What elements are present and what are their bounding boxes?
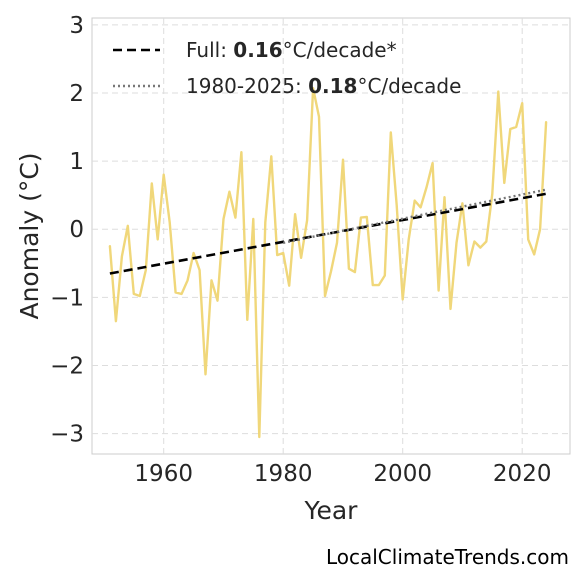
watermark-text: LocalClimateTrends.com [325, 545, 569, 569]
legend-label-1: 1980-2025: 0.18°C/decade [186, 74, 461, 98]
y-tick-label-4: −1 [50, 285, 84, 311]
y-tick-label-5: −2 [50, 353, 84, 379]
series-layer [108, 86, 548, 439]
x-tick-label-0: 1960 [134, 461, 193, 487]
y-tick-labels: 3 2 1 0 −1 −2 −3 [50, 13, 84, 448]
grid [92, 18, 570, 454]
anomaly-line [108, 86, 548, 439]
x-tick-label-2: 2000 [373, 461, 432, 487]
y-tick-label-6: −3 [50, 422, 84, 448]
y-tick-label-2: 1 [69, 149, 84, 175]
y-tick-label-1: 2 [69, 81, 84, 107]
legend-label-0: Full: 0.16°C/decade* [186, 38, 397, 62]
y-tick-label-0: 3 [69, 13, 84, 39]
y-axis-label: Anomaly (°C) [15, 152, 44, 319]
x-tick-label-1: 1980 [254, 461, 313, 487]
full-trend-line [109, 192, 547, 275]
y-tick-label-3: 0 [69, 217, 84, 243]
x-axis-label: Year [304, 496, 359, 525]
x-tick-labels: 1960 1980 2000 2020 [134, 461, 551, 487]
x-tick-label-3: 2020 [493, 461, 552, 487]
legend: Full: 0.16°C/decade* 1980-2025: 0.18°C/de… [113, 38, 461, 98]
